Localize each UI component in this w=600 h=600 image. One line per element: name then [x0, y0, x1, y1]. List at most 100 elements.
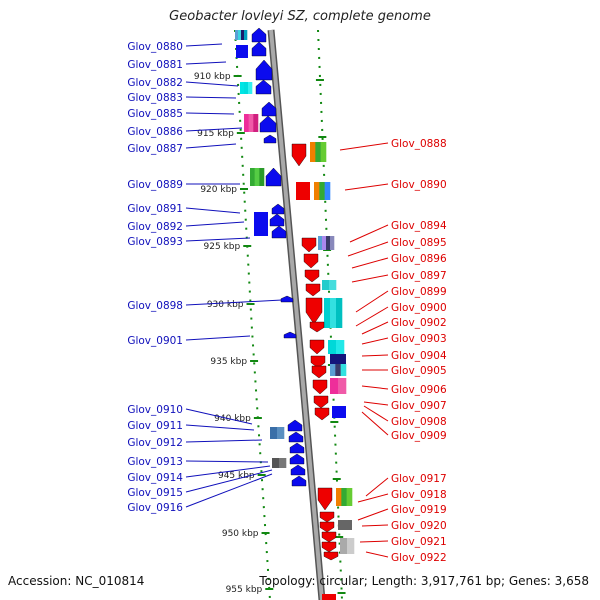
right-gene-label: Glov_0908 [391, 416, 447, 428]
right-leader-line [361, 411, 389, 436]
left-gene-label: Glov_0891 [127, 203, 183, 215]
reverse-gene-arrow [319, 521, 335, 533]
forward-gene-arrow [289, 442, 305, 454]
forward-gene-block [236, 45, 248, 58]
forward-gene-block [332, 406, 346, 418]
reverse-gene-arrow [310, 355, 326, 369]
domain-band [346, 488, 353, 506]
tick-label: 940 kbp [214, 414, 251, 424]
domain-band [315, 142, 321, 162]
reverse-gene-arrow [317, 487, 333, 511]
right-gene-label: Glov_0909 [391, 430, 447, 442]
left-gene-label: Glov_0913 [127, 456, 183, 468]
left-gene-label: Glov_0883 [127, 92, 183, 104]
domain-band [322, 236, 327, 250]
right-leader-line [365, 551, 389, 558]
right-gene-label: Glov_0897 [391, 270, 447, 282]
forward-gene-arrow [259, 115, 277, 133]
reverse-ruler-line [317, 29, 343, 600]
tick-label: 930 kbp [207, 300, 244, 310]
right-gene-label: Glov_0890 [391, 179, 447, 191]
forward-gene-arrow [255, 79, 272, 95]
domain-band [338, 378, 347, 394]
right-leader-line [363, 401, 389, 406]
tick-label: 915 kbp [197, 129, 234, 139]
left-leader-line [185, 299, 283, 306]
reverse-gene-arrow [312, 379, 328, 395]
domain-band [340, 538, 348, 554]
right-gene-label: Glov_0894 [391, 220, 447, 232]
domain-band [328, 340, 337, 354]
right-leader-line [339, 142, 389, 151]
domain-band [347, 538, 355, 554]
left-leader-line [185, 61, 227, 65]
left-gene-label: Glov_0881 [127, 59, 183, 71]
right-leader-line [351, 257, 389, 269]
right-leader-line [361, 354, 389, 357]
right-gene-label: Glov_0922 [391, 552, 447, 564]
domain-band [259, 168, 265, 186]
domain-band [320, 142, 327, 162]
left-gene-label: Glov_0886 [127, 126, 183, 138]
domain-band [244, 82, 249, 94]
right-gene-label: Glov_0902 [391, 317, 447, 329]
forward-gene-arrow [271, 225, 287, 239]
right-leader-line [361, 337, 389, 345]
left-gene-label: Glov_0893 [127, 236, 183, 248]
domain-band [277, 427, 285, 439]
reverse-gene-arrow [321, 541, 337, 553]
left-leader-line [185, 460, 269, 463]
reverse-gene-arrow [311, 365, 327, 379]
domain-band [279, 458, 287, 468]
forward-gene-arrow [288, 431, 304, 443]
domain-band [253, 114, 259, 132]
domain-band [270, 427, 278, 439]
right-gene-label: Glov_0899 [391, 286, 447, 298]
right-gene-label: Glov_0888 [391, 138, 447, 150]
forward-gene-arrow [251, 41, 267, 57]
domain-band [336, 298, 343, 328]
domain-band [324, 298, 331, 328]
right-leader-line [355, 306, 389, 327]
domain-band [240, 82, 245, 94]
forward-gene-arrow [280, 295, 294, 303]
forward-gene-arrow [263, 134, 277, 144]
left-gene-label: Glov_0912 [127, 437, 183, 449]
right-leader-line [355, 290, 389, 313]
forward-gene-arrow [283, 331, 297, 339]
left-leader-line [185, 221, 245, 227]
domain-band [340, 364, 347, 376]
forward-gene-arrow [269, 213, 285, 227]
reverse-gene-arrow [301, 237, 317, 253]
map-title: Geobacter lovleyi SZ, complete genome [169, 9, 431, 24]
left-leader-line [185, 112, 235, 115]
forward-gene-arrow [265, 167, 282, 187]
left-leader-line [185, 439, 263, 443]
tick-label: 925 kbp [204, 242, 241, 252]
domain-band [324, 182, 331, 200]
domain-band [238, 30, 242, 40]
reverse-gene-arrow [305, 297, 323, 325]
left-gene-label: Glov_0901 [127, 335, 183, 347]
right-leader-line [363, 405, 389, 422]
left-leader-line [185, 43, 223, 47]
right-gene-label: Glov_0895 [391, 237, 447, 249]
left-gene-label: Glov_0916 [127, 502, 183, 514]
reverse-gene-arrow [309, 321, 325, 333]
domain-band [335, 364, 341, 376]
forward-gene-arrow [251, 27, 267, 43]
domain-band [336, 488, 342, 506]
left-leader-line [185, 335, 251, 341]
domain-band [254, 168, 260, 186]
right-gene-label: Glov_0921 [391, 536, 447, 548]
domain-band [322, 280, 330, 290]
left-leader-line [185, 469, 273, 493]
right-gene-label: Glov_0917 [391, 473, 447, 485]
right-gene-label: Glov_0920 [391, 520, 447, 532]
left-gene-label: Glov_0880 [127, 41, 183, 53]
topology-text: Topology: circular; Length: 3,917,761 bp… [259, 574, 589, 588]
tick-label: 950 kbp [222, 529, 259, 539]
left-leader-line [185, 465, 271, 478]
